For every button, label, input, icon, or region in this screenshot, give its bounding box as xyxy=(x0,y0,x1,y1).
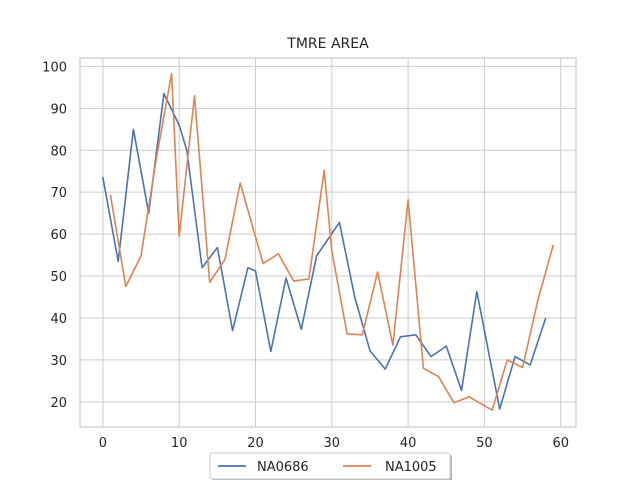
y-tick-label: 70 xyxy=(50,186,67,201)
y-tick-label: 20 xyxy=(50,396,67,411)
y-tick-label: 100 xyxy=(42,60,67,75)
y-tick-label: 40 xyxy=(50,312,67,327)
legend-label-na0686: NA0686 xyxy=(257,460,309,475)
chart-title: TMRE AREA xyxy=(286,36,369,52)
y-tick-label: 30 xyxy=(50,354,67,369)
series-line-na0686 xyxy=(102,92,547,410)
y-tick-label: 60 xyxy=(50,228,67,243)
x-tick-label: 40 xyxy=(400,436,417,451)
plot-area: 0 10 20 30 40 50 60 20 30 40 50 60 70 80 90 100 xyxy=(42,57,577,451)
x-tick-label: 60 xyxy=(552,436,569,451)
x-tick-label: 50 xyxy=(476,436,493,451)
legend: NA0686 NA1005 xyxy=(209,452,452,480)
plot-frame xyxy=(79,57,577,428)
y-tick-label: 50 xyxy=(50,270,67,285)
y-tick-label: 90 xyxy=(50,102,67,117)
legend-label-na1005: NA1005 xyxy=(385,460,437,475)
plot-background xyxy=(80,58,576,427)
x-tick-label: 10 xyxy=(171,436,188,451)
legend-box xyxy=(209,452,451,480)
x-tick-label: 30 xyxy=(324,436,341,451)
x-tick-label: 0 xyxy=(99,436,107,451)
series-line-na1005 xyxy=(109,72,554,412)
x-tick-label: 20 xyxy=(247,436,264,451)
y-tick-label: 80 xyxy=(50,144,67,159)
